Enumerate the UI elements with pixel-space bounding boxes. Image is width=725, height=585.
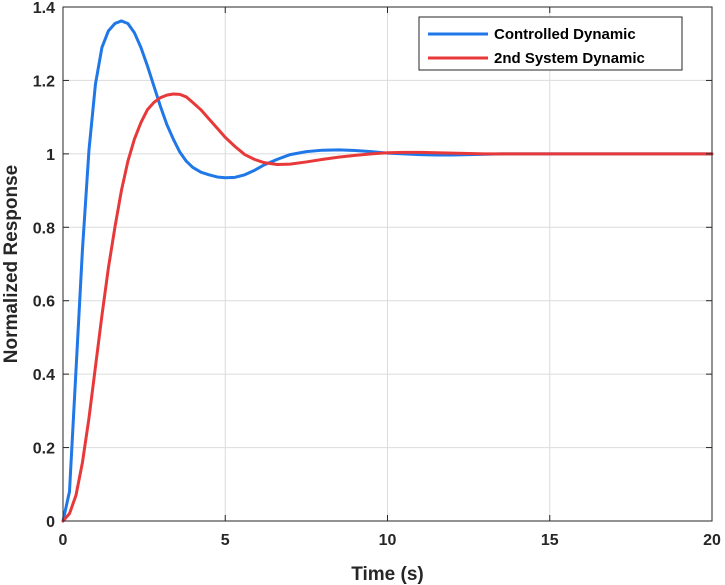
x-tick-label: 5 bbox=[221, 532, 230, 549]
x-axis-label: Time (s) bbox=[351, 564, 424, 585]
y-axis-label: Normalized Response bbox=[1, 165, 22, 364]
legend-label-controlled-dynamic: Controlled Dynamic bbox=[494, 26, 636, 43]
legend: Controlled Dynamic 2nd System Dynamic bbox=[418, 16, 683, 71]
x-tick-label: 10 bbox=[379, 532, 397, 549]
x-tick-label: 20 bbox=[703, 532, 721, 549]
y-tick-label: 1.2 bbox=[33, 73, 55, 90]
legend-label-2nd-system-dynamic: 2nd System Dynamic bbox=[494, 50, 645, 67]
y-tick-label: 1 bbox=[46, 147, 55, 164]
x-tick-label: 0 bbox=[59, 532, 68, 549]
y-tick-label: 0.4 bbox=[33, 367, 55, 384]
legend-box bbox=[418, 16, 683, 71]
series-line-1 bbox=[61, 92, 714, 523]
y-tick-label: 0.2 bbox=[33, 441, 55, 458]
y-tick-label: 0.8 bbox=[33, 220, 55, 237]
y-tick-label: 1.4 bbox=[33, 0, 55, 17]
x-tick-label: 15 bbox=[541, 532, 559, 549]
x-axis-ticks: 0 5 10 15 20 bbox=[59, 7, 721, 549]
y-axis-ticks: 0 0.2 0.4 0.6 0.8 1 1.2 1.4 bbox=[33, 0, 712, 531]
y-tick-label: 0 bbox=[46, 514, 55, 531]
series-layer bbox=[61, 19, 714, 523]
y-tick-label: 0.6 bbox=[33, 294, 55, 311]
